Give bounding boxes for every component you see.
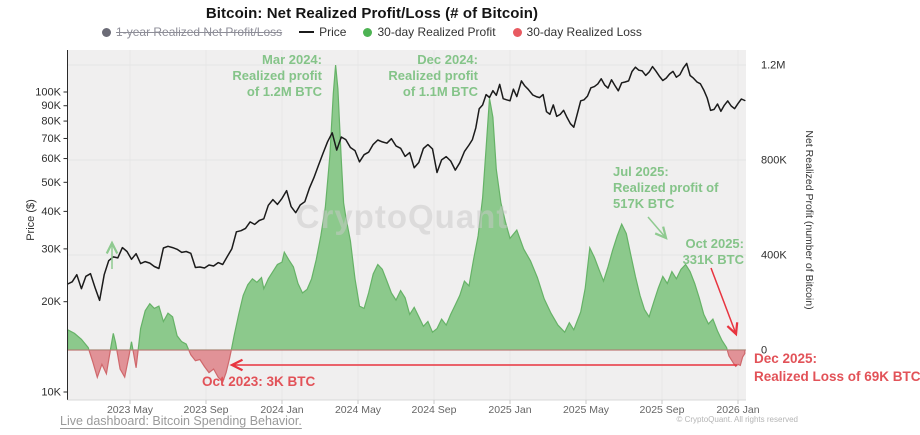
x-tick-label: 2024 Sep [412,404,457,416]
legend-item-price[interactable]: Price [299,25,346,39]
x-tick-label: 2026 Jan [716,404,759,416]
left-tick-label: 30K [41,243,61,255]
realized-profit-area [68,64,746,350]
series-layer [68,64,746,384]
legend-item-label: 1-year Realized Net Profit/Loss [116,25,283,39]
annotation-oct-2023: Oct 2023: 3K BTC [202,374,316,389]
annotation-jul-2025: Jul 2025: Realized profit of 517K BTC [613,164,719,211]
annotation-line: Realized profit [388,68,478,83]
right-tick-label: 0 [761,345,767,357]
annotation-line: of 1.2M BTC [247,84,323,99]
left-tick-label: 40K [41,206,61,218]
copyright-text: © CryptoQuant. All rights reserved [676,415,799,424]
annotation-line: of 1.1M BTC [403,84,479,99]
left-tick-label: 100K [35,87,61,99]
annotation-oct-2025: Oct 2025: 331K BTC [683,236,745,267]
x-tick-label: 2024 Jan [260,404,303,416]
x-tick-label: 2025 Sep [640,404,685,416]
annotation-mar-2024: Mar 2024: Realized profit of 1.2M BTC [232,52,322,99]
left-tick-label: 70K [41,133,61,145]
legend-item-30d-realized-loss[interactable]: 30-day Realized Loss [512,25,642,39]
legend-dot-icon [512,27,522,37]
annotation-line: Realized Loss of 69K BTC [754,369,920,384]
x-tick-label: 2025 May [563,404,610,416]
left-tick-label: 90K [41,100,61,112]
left-tick-label: 50K [41,177,61,189]
legend-item-30d-realized-profit[interactable]: 30-day Realized Profit [363,25,496,39]
annotation-line: Dec 2024: [417,52,478,67]
legend-item-label: 30-day Realized Loss [526,25,642,39]
left-tick-label: 20K [41,296,61,308]
right-tick-label: 800K [761,155,787,167]
left-axis-title: Price ($) [25,199,37,241]
x-tick-label: 2023 May [107,404,154,416]
annotation-line: Jul 2025: [613,164,669,179]
realized-loss-area [68,350,746,384]
x-tick-label: 2025 Jan [488,404,531,416]
legend-item-label: Price [319,25,347,39]
annotation-line: 517K BTC [613,196,675,211]
legend-item-1y-net-profit-loss[interactable]: 1-year Realized Net Profit/Loss [102,25,282,39]
annotation-line: Realized profit [232,68,322,83]
x-tick-label: 2023 Sep [184,404,229,416]
left-tick-label: 10K [41,387,61,399]
x-tick-label: 2024 May [335,404,382,416]
annotation-dec-2024: Dec 2024: Realized profit of 1.1M BTC [388,52,478,99]
right-tick-label: 400K [761,250,787,262]
legend-dot-icon [102,27,112,37]
red-diagonal-arrow [710,267,739,337]
annotation-line: Mar 2024: [262,52,322,67]
right-axis-title: Net Realized Profit (number of Bitcoin) [803,130,815,309]
green-annotation-arrow [647,216,668,240]
right-tick-label: 1.2M [761,60,785,72]
cryptoquant-watermark: CryptoQuant [296,198,509,235]
legend-line-icon [299,31,315,33]
annotation-line: 331K BTC [683,252,745,267]
legend-item-label: 30-day Realized Profit [377,25,496,39]
chart-legend: 1-year Realized Net Profit/Loss Price 30… [0,25,744,39]
live-dashboard-link[interactable]: Live dashboard: Bitcoin Spending Behavio… [60,414,302,428]
annotation-line: Realized profit of [613,180,719,195]
annotation-line: Oct 2025: [685,236,744,251]
chart-title: Bitcoin: Net Realized Profit/Loss (# of … [205,5,539,22]
left-tick-label: 60K [41,153,61,165]
left-tick-label: 80K [41,116,61,128]
legend-dot-icon [363,27,373,37]
annotation-dec-2025: Dec 2025: Realized Loss of 69K BTC [754,351,920,384]
price-line-layer [66,62,746,302]
annotation-line: Dec 2025: [754,351,817,366]
price-line [66,62,746,302]
